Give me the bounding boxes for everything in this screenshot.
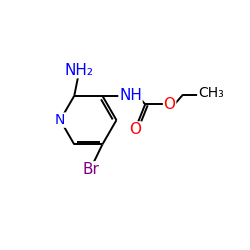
Text: O: O xyxy=(130,122,141,137)
Text: NH: NH xyxy=(119,88,142,103)
Text: O: O xyxy=(164,97,175,112)
Text: CH₃: CH₃ xyxy=(198,86,224,100)
Text: NH₂: NH₂ xyxy=(65,62,94,78)
Text: N: N xyxy=(55,113,66,127)
Text: Br: Br xyxy=(83,162,100,177)
